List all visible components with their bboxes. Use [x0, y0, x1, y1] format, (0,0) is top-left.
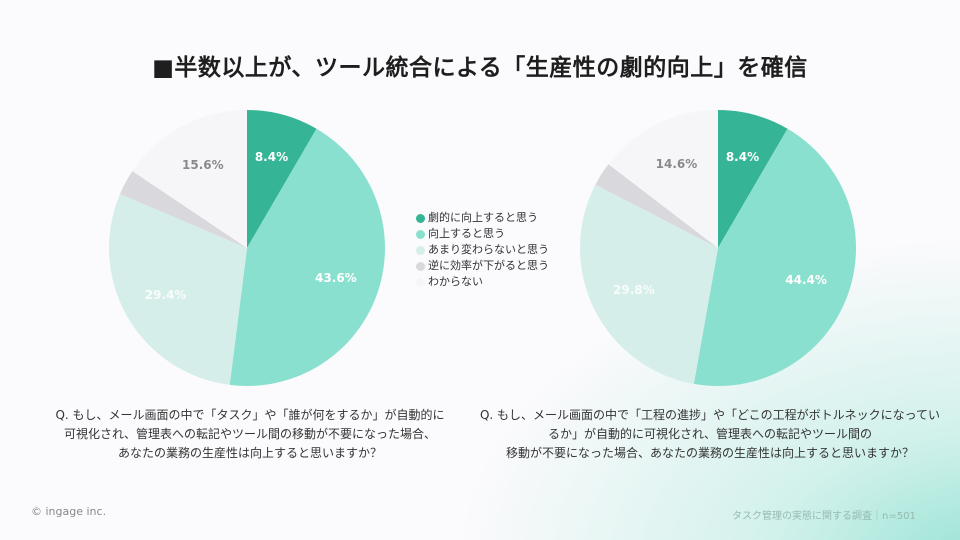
pie-slice	[132, 110, 247, 248]
copyright: © ingage inc.	[31, 505, 107, 518]
pie-slice	[120, 171, 247, 248]
pie-svg	[108, 110, 386, 386]
slice-label: 43.6%	[315, 271, 357, 286]
legend-dot-icon	[416, 213, 425, 223]
question-line: Q. もし、メール画面の中で「工程の進捗」や「どこの工程がボトルネックになってい	[479, 408, 941, 422]
pie-chart-left: 8.4% 43.6% 29.4% 15.6%	[107, 108, 387, 388]
legend-item: わからない	[416, 274, 549, 290]
legend-label: 劇的に向上すると思う	[428, 211, 538, 224]
legend-dot-icon	[416, 277, 425, 287]
legend-item: 逆に効率が下がると思う	[416, 258, 549, 274]
legend-label: わからない	[428, 275, 483, 288]
pie-slice	[693, 128, 856, 386]
question-line: Q. もし、メール画面の中で「タスク」や「誰が何をするか」が自動的に	[55, 408, 445, 422]
slice-label: 8.4%	[725, 150, 760, 165]
pie-slice	[595, 164, 718, 248]
slice-label: 29.4%	[144, 287, 187, 302]
survey-source: タスク管理の実態に関する調査｜n=501	[732, 511, 916, 522]
question-line: 可視化され、管理表への転記やツール間の移動が不要になった場合、	[63, 427, 437, 441]
legend-item: 劇的に向上すると思う	[416, 210, 549, 226]
pie-slice	[608, 110, 718, 248]
question-right: Q. もし、メール画面の中で「工程の進捗」や「どこの工程がボトルネックになってい…	[470, 406, 950, 463]
question-left: Q. もし、メール画面の中で「タスク」や「誰が何をするか」が自動的に 可視化され…	[20, 406, 480, 463]
legend-item: 向上すると思う	[416, 226, 549, 242]
slice-label: 14.6%	[655, 156, 698, 171]
pie-chart-right: 8.4% 44.4% 29.8% 14.6%	[578, 108, 858, 388]
legend-label: 逆に効率が下がると思う	[428, 259, 549, 272]
question-line: 移動が不要になった場合、あなたの業務の生産性は向上すると思いますか？	[505, 446, 914, 460]
question-line: るか」が自動的に可視化され、管理表への転記やツール間の	[547, 427, 873, 441]
legend-label: あまり変わらないと思う	[428, 243, 549, 256]
pie-svg	[580, 110, 856, 386]
pie-slice	[247, 110, 317, 248]
legend-dot-icon	[416, 229, 425, 239]
legend-dot-icon	[416, 245, 425, 255]
slice-label: 15.6%	[182, 158, 224, 173]
legend-item: あまり変わらないと思う	[416, 242, 549, 258]
slice-label: 29.8%	[613, 282, 655, 297]
pie-slice	[108, 193, 247, 385]
pie-slice	[718, 110, 788, 248]
question-line: あなたの業務の生産性は向上すると思いますか？	[117, 446, 382, 460]
slice-label: 44.4%	[785, 273, 827, 288]
pie-slice	[580, 184, 718, 384]
legend-label: 向上すると思う	[428, 227, 505, 240]
slice-label: 8.4%	[254, 150, 289, 165]
page-title: ■半数以上が、ツール統合による「生産性の劇的向上」を確信	[152, 55, 808, 81]
legend-dot-icon	[416, 261, 425, 271]
pie-slice	[229, 128, 386, 386]
chart-legend: 劇的に向上すると思う 向上すると思う あまり変わらないと思う 逆に効率が下がると…	[416, 210, 549, 290]
